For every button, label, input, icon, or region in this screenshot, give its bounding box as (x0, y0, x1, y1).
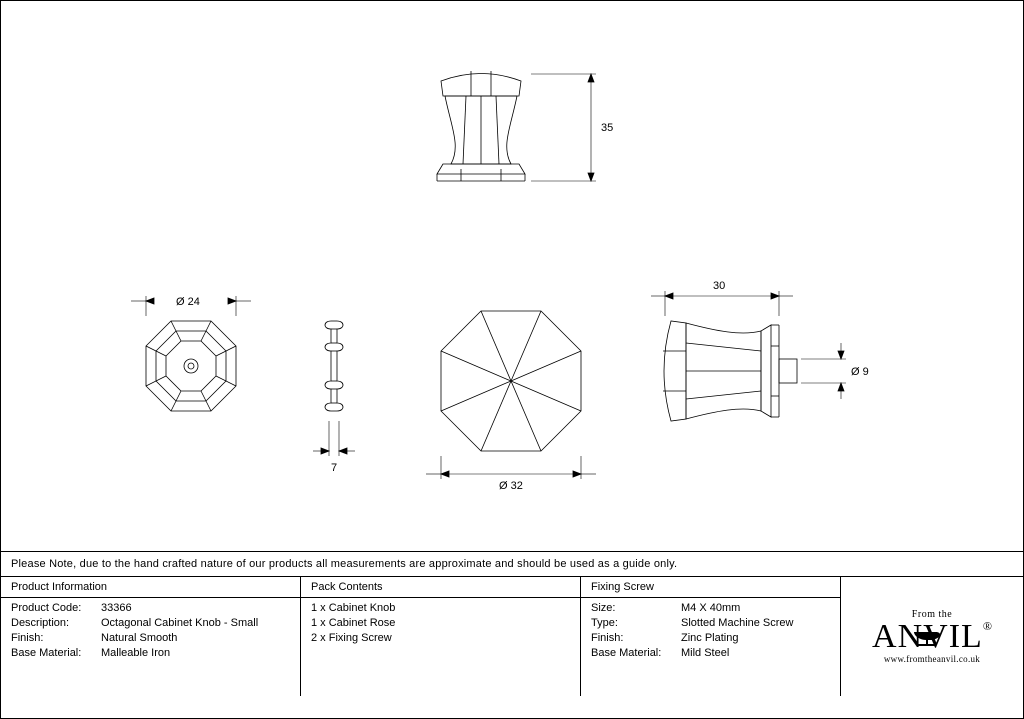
v: Malleable Iron (101, 647, 170, 659)
pack-contents-col: Pack Contents 1 x Cabinet Knob 1 x Cabin… (301, 577, 581, 696)
drawing-sheet: 35 (0, 0, 1024, 719)
logo: From the ANVIL® www.fromtheanvil.co.uk (841, 577, 1023, 696)
dim-rose-dia: Ø 24 (176, 296, 200, 308)
rose-front: Ø 24 (121, 281, 261, 431)
v: 33366 (101, 602, 132, 614)
v: Mild Steel (681, 647, 729, 659)
pack-item: 2 x Fixing Screw (311, 632, 570, 644)
dim-hole: Ø 9 (851, 366, 869, 378)
v: M4 X 40mm (681, 602, 740, 614)
product-info-title: Product Information (1, 577, 300, 598)
front-elevation: 35 (401, 46, 661, 196)
k: Base Material: (591, 647, 681, 659)
note-text: Please Note, due to the hand crafted nat… (1, 551, 1023, 576)
k: Product Code: (11, 602, 101, 614)
pack-item: 1 x Cabinet Rose (311, 617, 570, 629)
product-info-col: Product Information Product Code:33366 D… (1, 577, 301, 696)
v: Octagonal Cabinet Knob - Small (101, 617, 258, 629)
screw-title: Fixing Screw (581, 577, 840, 598)
k: Size: (591, 602, 681, 614)
v: Natural Smooth (101, 632, 177, 644)
anvil-icon (912, 628, 952, 646)
knob-top: Ø 32 (421, 281, 601, 491)
v: Slotted Machine Screw (681, 617, 794, 629)
fixing-screw-col: Fixing Screw Size:M4 X 40mm Type:Slotted… (581, 577, 841, 696)
logo-url: www.fromtheanvil.co.uk (884, 654, 980, 664)
pack-title: Pack Contents (301, 577, 580, 598)
k: Finish: (11, 632, 101, 644)
k: Base Material: (11, 647, 101, 659)
k: Finish: (591, 632, 681, 644)
knob-side: 30 Ø 9 (641, 271, 901, 461)
info-table: Product Information Product Code:33366 D… (1, 576, 1023, 696)
dim-height: 35 (601, 122, 613, 134)
dim-rose-thick: 7 (331, 462, 337, 474)
rose-side: 7 (301, 281, 381, 481)
k: Type: (591, 617, 681, 629)
v: Zinc Plating (681, 632, 738, 644)
dim-knob-dia: Ø 32 (499, 480, 523, 491)
k: Description: (11, 617, 101, 629)
pack-item: 1 x Cabinet Knob (311, 602, 570, 614)
dim-width: 30 (713, 280, 725, 292)
drawing-area: 35 (1, 1, 1023, 551)
